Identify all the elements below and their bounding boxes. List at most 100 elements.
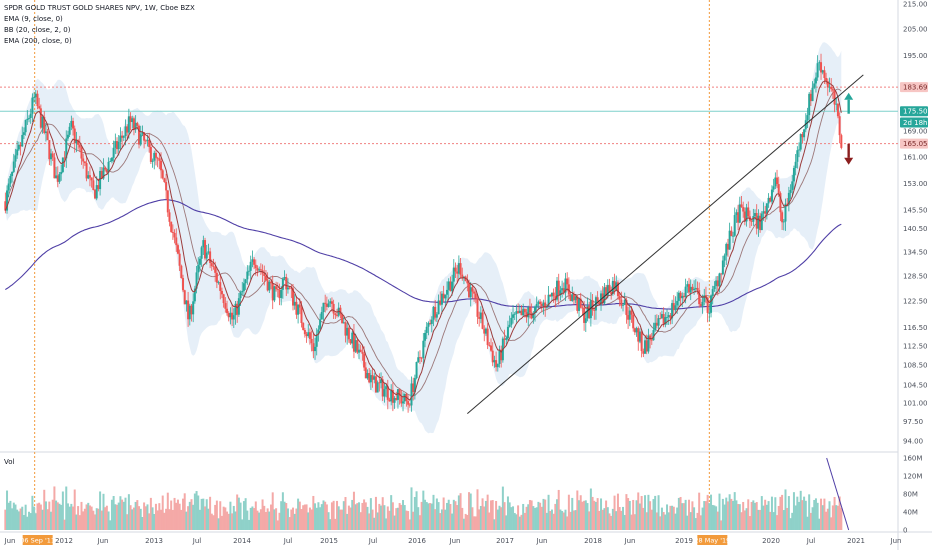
volume-bar [12,502,15,530]
candle-body [537,301,540,304]
volume-bar [285,503,288,530]
volume-bar [138,506,141,530]
volume-bar [476,489,479,530]
legend-ema200[interactable]: EMA (200, close, 0) [4,37,72,45]
candle-body [136,122,139,126]
volume-tick-label: 40M [903,509,918,517]
volume-bar [396,507,399,530]
volume-bar [660,507,663,530]
volume-bar [185,511,188,530]
volume-bar [83,508,86,530]
candle-body [799,134,802,150]
candle-body [459,263,462,275]
volume-bar [638,503,641,530]
volume-bar [324,501,327,530]
volume-bar [562,512,565,530]
candle-body [366,373,369,379]
candle-body [838,116,841,136]
volume-bar [677,497,680,530]
candle-body [329,301,332,304]
volume-bar [258,512,261,530]
volume-bar [574,510,577,530]
time-axis-label: 2017 [496,537,514,545]
candle-body [175,237,178,246]
volume-bar [520,514,523,530]
volume-bar [806,516,809,530]
volume-bar [777,505,780,530]
candle-body [368,373,371,383]
volume-bar [366,506,369,530]
volume-bar [276,520,279,530]
volume-bar [684,499,687,530]
volume-bar [31,495,34,530]
volume-bar [376,512,379,530]
legend-volume[interactable]: Vol [4,458,15,466]
volume-bar [818,518,821,530]
arrow-up[interactable] [844,92,854,114]
volume-bar [811,507,814,530]
candle-body [210,263,213,267]
candle-body [566,278,569,285]
volume-bar [48,501,51,530]
volume-bar [755,502,758,530]
candle-body [60,171,63,175]
candle-body [391,389,394,403]
candle-body [591,300,594,311]
candle-body [583,307,586,323]
volume-bar [344,497,347,530]
volume-bar [244,498,247,530]
candle-body [694,287,697,289]
legend-symbol[interactable]: SPDR GOLD TRUST GOLD SHARES NPV, 1W, Cbo… [4,4,195,12]
candle-body [305,334,308,337]
candle-body [88,175,91,178]
volume-bar [721,498,724,530]
volume-bar [622,506,625,530]
candle-body [92,180,95,191]
arrow-down[interactable] [844,143,854,165]
candle-body [784,203,787,222]
candle-body [94,190,97,199]
volume-bar [180,509,183,530]
candle-body [442,293,445,299]
candle-body [789,189,792,193]
candle-body [336,315,339,316]
candle-body [542,302,545,307]
candle-body [660,314,663,319]
volume-bar [175,502,178,530]
volume-bar [522,503,525,530]
candle-body [290,287,293,289]
volume-bar [694,518,697,530]
candle-body [197,264,200,273]
volume-bar [791,512,794,530]
legend-bb[interactable]: BB (20, close, 2, 0) [4,26,71,34]
volume-bar [248,519,251,530]
candle-body [666,317,669,318]
candle-body [280,289,283,298]
volume-bar [39,504,42,530]
volume-bar [550,509,553,530]
candle-body [99,170,102,190]
volume-bar [781,494,784,530]
candle-body [139,134,142,145]
candle-body [339,307,342,315]
legend-ema9[interactable]: EMA (9, close, 0) [4,15,63,23]
volume-bar [710,494,713,530]
candle-body [637,328,640,342]
candle-body [466,280,469,284]
volume-bar [368,513,371,530]
volume-bar [237,497,240,530]
volume-bar [388,510,391,530]
candle-body [579,298,582,308]
volume-bar [144,506,147,530]
volume-bar [4,509,7,530]
candle-body [552,292,555,297]
volume-bar [711,504,714,530]
volume-bar [454,501,457,530]
volume-bar [672,506,675,530]
volume-bar [610,515,613,530]
volume-bar [6,490,9,530]
price-tick-label: 128.50 [903,272,928,280]
volume-bar [63,519,66,530]
